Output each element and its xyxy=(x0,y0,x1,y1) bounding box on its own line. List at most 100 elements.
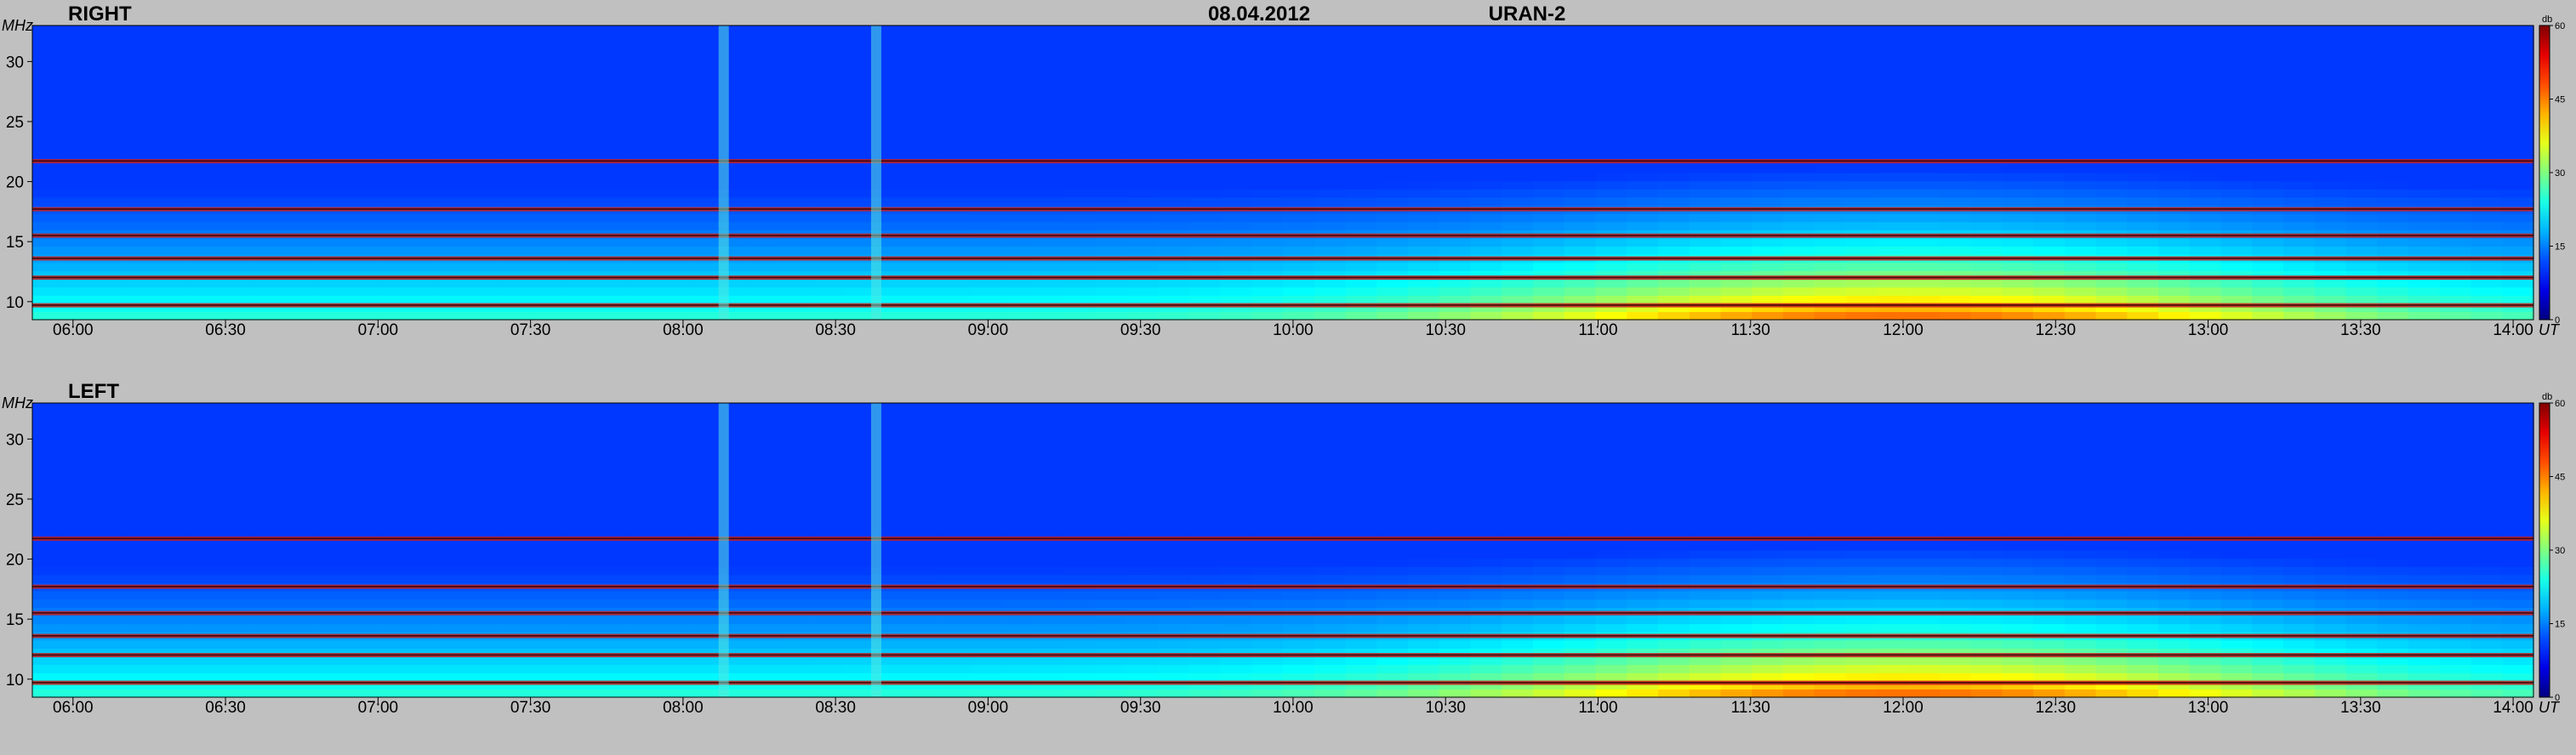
spectrogram-cell xyxy=(908,411,940,420)
spectrogram-cell xyxy=(188,673,221,682)
spectrogram-cell xyxy=(938,574,972,583)
spectrogram-cell xyxy=(1001,468,1034,478)
spectrogram-cell xyxy=(783,49,815,59)
spectrogram-cell xyxy=(626,49,658,59)
spectrogram-cell xyxy=(1502,42,1534,51)
spectrogram-cell xyxy=(376,492,408,502)
spectrogram-cell xyxy=(563,525,596,535)
spectrogram-cell xyxy=(1752,451,1784,461)
spectrogram-cell xyxy=(845,82,877,92)
spectrogram-cell xyxy=(1970,270,2003,280)
spectrogram-cell xyxy=(1095,599,1127,608)
spectrogram-cell xyxy=(1220,419,1252,429)
spectrogram-cell xyxy=(1470,90,1502,100)
spectrogram-cell xyxy=(1345,196,1377,206)
spectrogram-cell xyxy=(126,599,158,608)
spectrogram-cell xyxy=(1408,33,1440,43)
spectrogram-cell xyxy=(2314,262,2347,271)
spectrogram-cell xyxy=(1720,26,1752,35)
spectrogram-cell xyxy=(1783,246,1815,255)
spectrogram-cell xyxy=(94,673,127,682)
spectrogram-cell xyxy=(533,221,565,230)
spectrogram-cell xyxy=(407,492,440,502)
spectrogram-cell xyxy=(783,237,815,247)
spectrogram-cell xyxy=(2127,311,2159,321)
spectrogram-cell xyxy=(407,558,440,567)
spectrogram-cell xyxy=(2189,90,2222,100)
spectrogram-cell xyxy=(2314,123,2347,133)
spectrogram-cell xyxy=(720,262,752,271)
spectrogram-cell xyxy=(32,680,65,690)
spectrogram-cell xyxy=(720,476,752,485)
spectrogram-cell xyxy=(470,444,502,453)
spectrogram-cell xyxy=(1470,66,1502,76)
spectrogram-cell xyxy=(470,501,502,510)
spectrogram-cell xyxy=(1220,82,1252,92)
spectrogram-cell xyxy=(2252,278,2284,288)
spectrogram-cell xyxy=(1533,42,1565,51)
spectrogram-cell xyxy=(1158,213,1190,223)
spectrogram-cell xyxy=(813,278,846,288)
spectrogram-cell xyxy=(626,99,658,108)
spectrogram-cell xyxy=(1220,262,1252,271)
spectrogram-cell xyxy=(313,180,346,190)
spectrogram-cell xyxy=(63,444,96,453)
spectrogram-cell xyxy=(970,566,1002,576)
spectrogram-cell xyxy=(1439,278,1472,288)
spectrogram-cell xyxy=(1595,131,1627,141)
spectrogram-cell xyxy=(1158,639,1190,649)
spectrogram-cell xyxy=(1001,82,1034,92)
spectrogram-cell xyxy=(2220,180,2253,190)
spectrogram-cell xyxy=(1126,270,1159,280)
spectrogram-cell xyxy=(720,148,752,157)
spectrogram-cell xyxy=(2158,189,2191,198)
spectrogram-cell xyxy=(251,139,283,149)
spectrogram-cell xyxy=(313,221,346,230)
x-tick-label: 08:00 xyxy=(663,321,704,339)
spectrogram-cell xyxy=(1533,131,1565,141)
spectrogram-cell xyxy=(157,689,190,698)
spectrogram-cell xyxy=(1158,49,1190,59)
spectrogram-cell xyxy=(1283,213,1315,223)
spectrogram-cell xyxy=(501,566,533,576)
spectrogram-cell xyxy=(2377,74,2409,83)
spectrogram-cell xyxy=(2314,237,2347,247)
spectrogram-cell xyxy=(188,303,221,312)
spectrogram-cell xyxy=(1564,49,1597,59)
spectrogram-cell xyxy=(63,411,96,420)
spectrogram-cell xyxy=(32,107,65,116)
spectrogram-cell xyxy=(438,262,471,271)
spectrogram-cell xyxy=(1689,468,1722,478)
spectrogram-cell xyxy=(1689,131,1722,141)
spectrogram-cell xyxy=(595,566,627,576)
spectrogram-cell xyxy=(1376,508,1409,519)
spectrogram-cell xyxy=(1033,148,1065,157)
spectrogram-cell xyxy=(501,295,533,304)
spectrogram-cell xyxy=(313,115,346,124)
spectrogram-cell xyxy=(533,66,565,76)
spectrogram-cell xyxy=(688,558,721,567)
spectrogram-cell xyxy=(1783,689,1815,698)
spectrogram-cell xyxy=(751,403,784,412)
spectrogram-cell xyxy=(2314,66,2347,76)
spectrogram-cell xyxy=(783,189,815,198)
spectrogram-cell xyxy=(626,673,658,682)
spectrogram-cell xyxy=(1439,49,1472,59)
spectrogram-cell xyxy=(2377,164,2409,173)
spectrogram-cell xyxy=(376,303,408,312)
spectrogram-cell xyxy=(1689,485,1722,494)
spectrogram-cell xyxy=(751,639,784,649)
spectrogram-cell xyxy=(1533,303,1565,312)
spectrogram-cell xyxy=(1752,501,1784,510)
spectrogram-cell xyxy=(720,525,752,535)
spectrogram-cell xyxy=(1845,123,1878,133)
spectrogram-cell xyxy=(2220,66,2253,76)
panel-title: RIGHT xyxy=(68,3,132,26)
spectrogram-cell xyxy=(1345,492,1377,502)
spectrogram-cell xyxy=(1877,196,1909,206)
spectrogram-cell xyxy=(1720,468,1752,478)
spectrogram-cell xyxy=(2502,270,2534,280)
spectrogram-cell xyxy=(2095,139,2128,149)
spectrogram-cell xyxy=(1970,123,2003,133)
spectrogram-cell xyxy=(376,173,408,182)
